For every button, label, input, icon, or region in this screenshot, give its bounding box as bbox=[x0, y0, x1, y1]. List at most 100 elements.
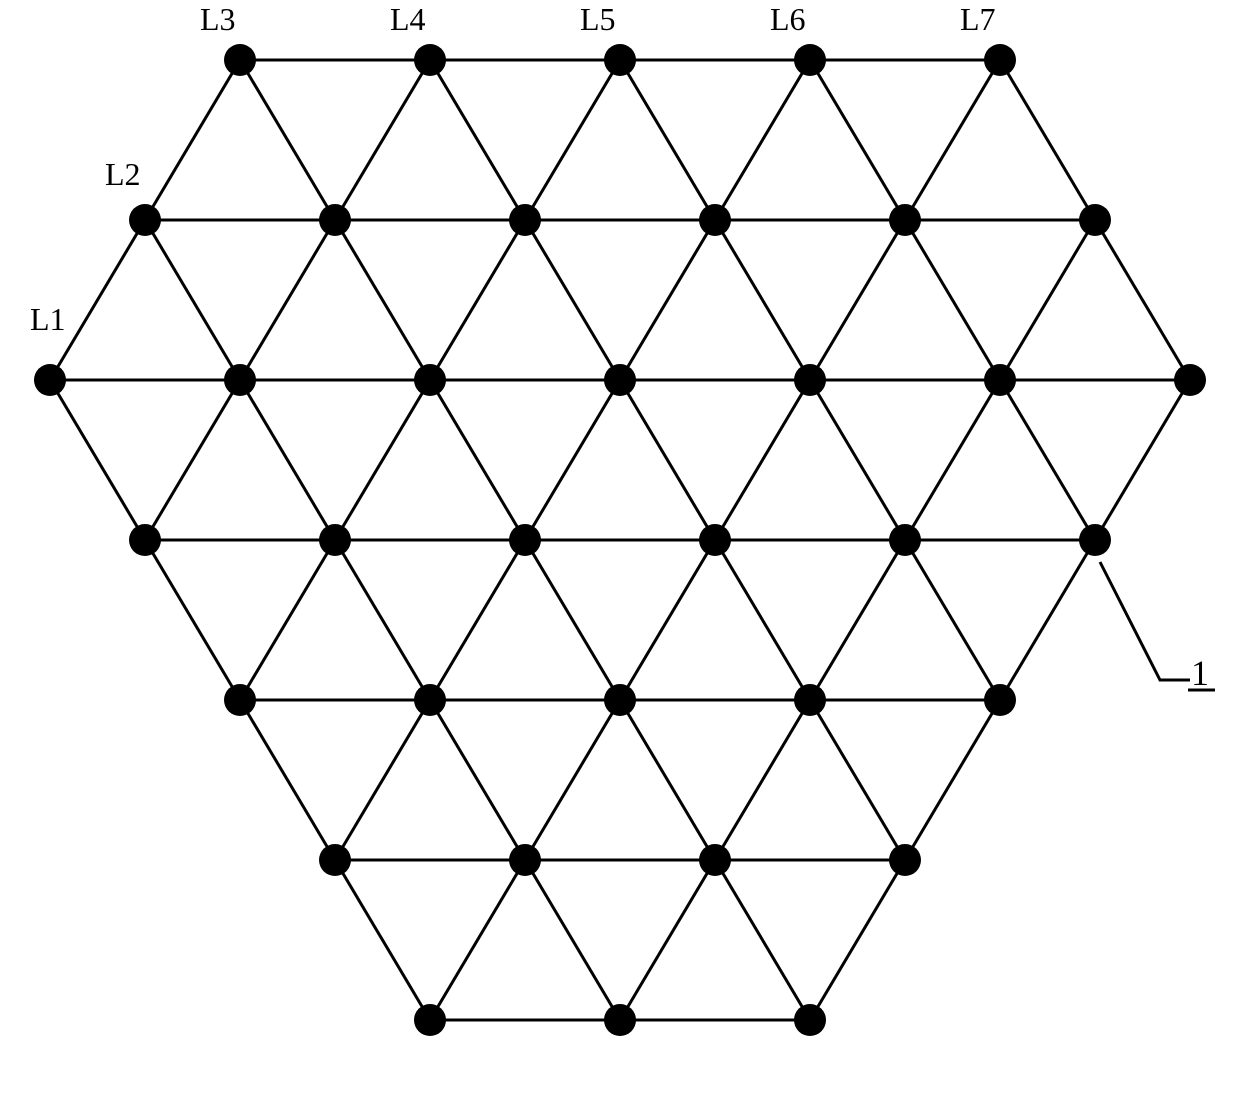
node bbox=[414, 684, 446, 716]
edge bbox=[1095, 220, 1190, 380]
edge bbox=[145, 540, 240, 700]
node bbox=[699, 204, 731, 236]
node bbox=[699, 844, 731, 876]
edge bbox=[240, 220, 335, 380]
edge bbox=[620, 540, 715, 700]
edge bbox=[525, 220, 620, 380]
edge bbox=[905, 380, 1000, 540]
node bbox=[984, 364, 1016, 396]
edge bbox=[905, 700, 1000, 860]
edge bbox=[335, 220, 430, 380]
node bbox=[1079, 204, 1111, 236]
edge bbox=[620, 860, 715, 1020]
edge bbox=[810, 380, 905, 540]
edge bbox=[335, 380, 430, 540]
node bbox=[414, 364, 446, 396]
node bbox=[984, 684, 1016, 716]
edge bbox=[620, 60, 715, 220]
edge bbox=[1095, 380, 1190, 540]
column-label: L1 bbox=[30, 301, 66, 337]
edge bbox=[810, 60, 905, 220]
edge bbox=[525, 700, 620, 860]
edge bbox=[1000, 540, 1095, 700]
edge bbox=[905, 540, 1000, 700]
edge bbox=[525, 380, 620, 540]
triangular-lattice-diagram: L1 L2 L3 L4 L5 L6 L7 1 bbox=[0, 0, 1240, 1110]
edge bbox=[145, 380, 240, 540]
edge bbox=[1000, 60, 1095, 220]
edge bbox=[335, 60, 430, 220]
column-label: L2 bbox=[105, 156, 141, 192]
edge bbox=[335, 700, 430, 860]
edge bbox=[715, 60, 810, 220]
node bbox=[984, 44, 1016, 76]
edge bbox=[715, 380, 810, 540]
edge bbox=[905, 60, 1000, 220]
annotation-label: 1 bbox=[1191, 653, 1209, 693]
edge bbox=[810, 540, 905, 700]
edge bbox=[240, 380, 335, 540]
node bbox=[889, 524, 921, 556]
edge bbox=[50, 220, 145, 380]
edge bbox=[525, 60, 620, 220]
edge bbox=[430, 700, 525, 860]
node bbox=[794, 364, 826, 396]
edge bbox=[620, 380, 715, 540]
edge bbox=[145, 60, 240, 220]
annotation-leader bbox=[1100, 562, 1190, 680]
edge bbox=[430, 540, 525, 700]
node bbox=[794, 1004, 826, 1036]
node bbox=[319, 524, 351, 556]
edge bbox=[335, 860, 430, 1020]
edge bbox=[240, 700, 335, 860]
edge bbox=[715, 860, 810, 1020]
edge bbox=[525, 860, 620, 1020]
node bbox=[319, 844, 351, 876]
node bbox=[604, 684, 636, 716]
node bbox=[1079, 524, 1111, 556]
column-label: L3 bbox=[200, 1, 236, 37]
node bbox=[414, 44, 446, 76]
node bbox=[129, 524, 161, 556]
node bbox=[699, 524, 731, 556]
edge bbox=[905, 220, 1000, 380]
node bbox=[604, 1004, 636, 1036]
edge bbox=[335, 540, 430, 700]
edge bbox=[810, 700, 905, 860]
node bbox=[224, 44, 256, 76]
node bbox=[509, 204, 541, 236]
node bbox=[1174, 364, 1206, 396]
column-label: L5 bbox=[580, 1, 616, 37]
node bbox=[604, 364, 636, 396]
node bbox=[509, 844, 541, 876]
edge bbox=[430, 860, 525, 1020]
node bbox=[889, 204, 921, 236]
node bbox=[319, 204, 351, 236]
edge bbox=[50, 380, 145, 540]
node bbox=[224, 684, 256, 716]
edges-group bbox=[50, 60, 1190, 1020]
node bbox=[414, 1004, 446, 1036]
edge bbox=[1000, 220, 1095, 380]
edge bbox=[430, 380, 525, 540]
column-label: L4 bbox=[390, 1, 426, 37]
edge bbox=[145, 220, 240, 380]
node bbox=[509, 524, 541, 556]
edge bbox=[430, 220, 525, 380]
node bbox=[889, 844, 921, 876]
edge bbox=[620, 700, 715, 860]
node bbox=[794, 44, 826, 76]
edge bbox=[715, 540, 810, 700]
edge bbox=[1000, 380, 1095, 540]
edge bbox=[240, 60, 335, 220]
column-label: L7 bbox=[960, 1, 996, 37]
edge bbox=[715, 700, 810, 860]
node bbox=[129, 204, 161, 236]
edge bbox=[430, 60, 525, 220]
edge bbox=[715, 220, 810, 380]
column-label: L6 bbox=[770, 1, 806, 37]
edge bbox=[810, 220, 905, 380]
edge bbox=[810, 860, 905, 1020]
node bbox=[34, 364, 66, 396]
edge bbox=[525, 540, 620, 700]
